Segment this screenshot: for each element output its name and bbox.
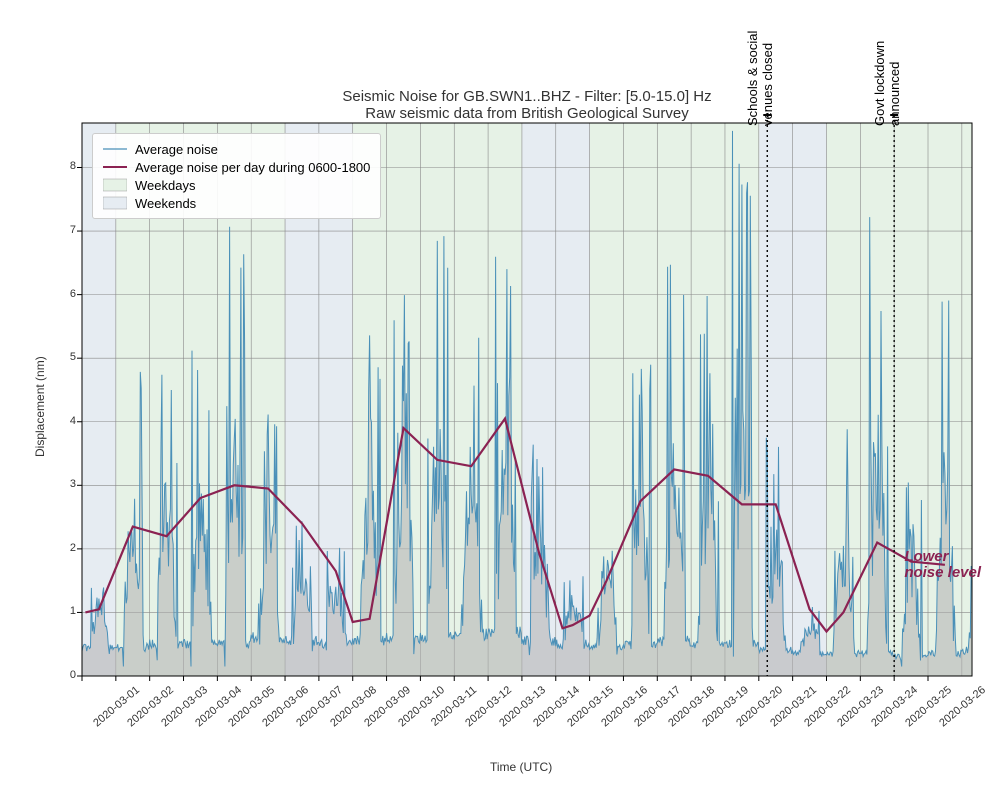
ytick-label: 1 <box>70 605 76 617</box>
ytick-label: 3 <box>70 478 76 490</box>
event-annotation: Govt lockdown <box>872 41 887 126</box>
ytick-label: 0 <box>70 669 76 681</box>
legend-label: Average noise <box>135 142 218 157</box>
event-annotation: venues closed <box>760 43 775 126</box>
legend-swatch <box>103 142 127 156</box>
legend-swatch <box>103 160 127 174</box>
legend-label: Weekdays <box>135 178 195 193</box>
x-axis-label: Time (UTC) <box>490 760 552 774</box>
chart-title: Seismic Noise for GB.SWN1..BHZ - Filter:… <box>82 88 972 122</box>
chart-container: Seismic Noise for GB.SWN1..BHZ - Filter:… <box>0 0 1000 786</box>
legend-swatch <box>103 196 127 210</box>
y-axis-label: Displacement (nm) <box>33 337 47 457</box>
legend-label: Average noise per day during 0600-1800 <box>135 160 370 175</box>
title-line-1: Seismic Noise for GB.SWN1..BHZ - Filter:… <box>82 88 972 105</box>
ytick-label: 2 <box>70 542 76 554</box>
legend-item: Weekdays <box>103 176 370 194</box>
ytick-label: 8 <box>70 160 76 172</box>
legend-item: Average noise per day during 0600-1800 <box>103 158 370 176</box>
legend: Average noise Average noise per day durin… <box>92 133 381 219</box>
legend-swatch <box>103 178 127 192</box>
ytick-label: 5 <box>70 351 76 363</box>
legend-item: Weekends <box>103 194 370 212</box>
legend-label: Weekends <box>135 196 196 211</box>
inplot-annotation: Lowernoise level <box>904 549 981 582</box>
title-line-2: Raw seismic data from British Geological… <box>82 105 972 122</box>
legend-item: Average noise <box>103 140 370 158</box>
event-annotation: Schools & social <box>745 31 760 126</box>
ytick-label: 7 <box>70 224 76 236</box>
ytick-label: 4 <box>70 415 76 427</box>
event-annotation: announced <box>887 62 902 126</box>
ytick-label: 6 <box>70 288 76 300</box>
